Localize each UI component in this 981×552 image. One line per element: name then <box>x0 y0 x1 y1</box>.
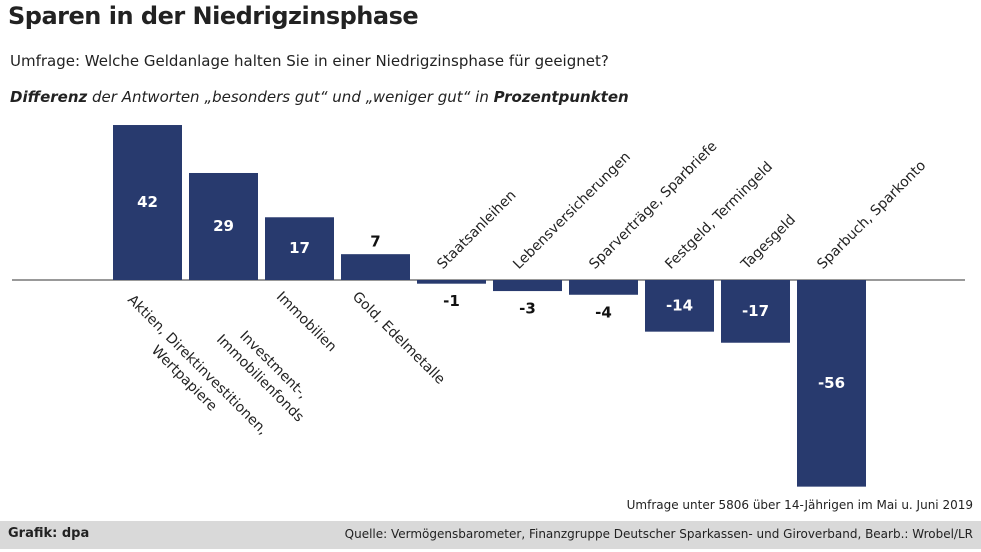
value-label: -1 <box>443 292 460 310</box>
value-label: 42 <box>137 193 158 211</box>
bar <box>341 254 410 280</box>
value-label: 7 <box>370 233 380 251</box>
value-label: 29 <box>213 217 234 235</box>
subtitle: Umfrage: Welche Geldanlage halten Sie in… <box>10 52 609 70</box>
chart-title: Sparen in der Niedrigzinsphase <box>8 2 419 30</box>
bar <box>569 280 638 295</box>
credit: Grafik: dpa <box>8 526 90 541</box>
bar <box>493 280 562 292</box>
bar <box>417 280 486 284</box>
value-label: -4 <box>595 303 612 321</box>
source: Quelle: Vermögensbarometer, Finanzgruppe… <box>344 527 973 541</box>
description-part: der Antworten „besonders gut“ und „wenig… <box>87 88 494 106</box>
value-label: 17 <box>289 239 310 257</box>
bar <box>265 217 334 280</box>
value-label: -56 <box>818 374 845 392</box>
footer <box>0 521 981 549</box>
value-label: -14 <box>666 296 693 314</box>
bar <box>797 280 866 487</box>
description-part: Differenz <box>10 88 88 106</box>
value-label: -17 <box>742 302 769 320</box>
bar <box>113 125 182 281</box>
value-label: -3 <box>519 300 536 318</box>
description: Differenz der Antworten „besonders gut“ … <box>10 88 629 106</box>
description-part: Prozentpunkten <box>493 88 629 106</box>
bar <box>645 280 714 332</box>
note: Umfrage unter 5806 über 14-Jährigen im M… <box>626 498 973 512</box>
bar <box>721 280 790 343</box>
bar <box>189 172 258 280</box>
